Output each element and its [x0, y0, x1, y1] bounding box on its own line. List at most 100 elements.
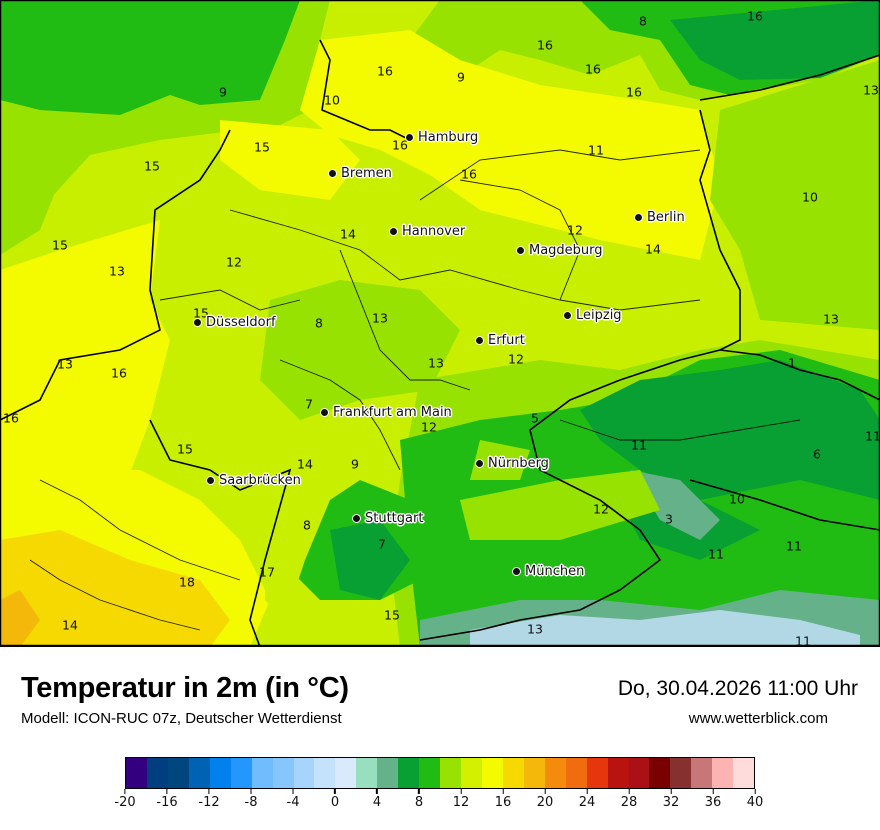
temperature-value-label: 13	[372, 310, 388, 326]
forecast-datetime: Do, 30.04.2026 11:00 Uhr	[617, 677, 858, 700]
temperature-value-label: 13	[527, 621, 543, 637]
city-dot-icon	[193, 318, 202, 327]
temperature-value-label: 12	[421, 419, 437, 435]
city-dot-icon	[563, 311, 572, 320]
tick-label: 32	[662, 795, 680, 810]
colorbar-bin	[544, 758, 566, 788]
temperature-value-label: 15	[193, 305, 209, 321]
city-name: Hannover	[402, 224, 466, 239]
temperature-value-label: 13	[428, 355, 444, 371]
tick-label: -16	[156, 795, 178, 810]
temperature-value-label: 10	[802, 189, 818, 205]
temperature-value-label: 11	[631, 437, 647, 453]
tick-label: -4	[286, 795, 300, 810]
temperature-value-label: 13	[109, 263, 125, 279]
temperature-value-label: 16	[377, 63, 393, 79]
colorbar-tick: 36	[705, 789, 721, 810]
city-marker: München	[512, 564, 584, 579]
temperature-value-label: 14	[340, 226, 356, 242]
temperature-value-label: 16	[626, 84, 642, 100]
temperature-value-label: 5	[531, 410, 539, 426]
city-dot-icon	[516, 246, 525, 255]
tick-label: 16	[494, 795, 512, 810]
tick-mark	[166, 789, 168, 794]
temperature-value-label: 8	[315, 315, 323, 331]
tick-mark	[502, 789, 504, 794]
colorbar-bin	[481, 758, 503, 788]
temperature-value-label: 13	[57, 356, 73, 372]
colorbar-bin	[440, 758, 461, 788]
temperature-value-label: 16	[3, 410, 19, 426]
colorbar-tick: 32	[662, 789, 680, 810]
temperature-value-label: 15	[384, 607, 400, 623]
tick-mark	[628, 789, 630, 794]
tick-mark	[250, 789, 252, 794]
temperature-value-label: 15	[144, 158, 160, 174]
city-dot-icon	[389, 227, 398, 236]
colorbar-bin	[230, 758, 252, 788]
city-marker: Erfurt	[475, 333, 525, 348]
city-dot-icon	[320, 408, 329, 417]
tick-label: 20	[536, 795, 554, 810]
city-name: Nürnberg	[488, 456, 549, 471]
tick-mark	[124, 789, 126, 794]
temperature-value-label: 12	[593, 501, 609, 517]
tick-mark	[670, 789, 672, 794]
city-dot-icon	[206, 476, 215, 485]
temperature-value-label: 15	[177, 441, 193, 457]
city-name: Frankfurt am Main	[333, 405, 452, 420]
colorbar-tick: 16	[494, 789, 512, 810]
temperature-value-label: 17	[259, 564, 275, 580]
tick-mark	[292, 789, 294, 794]
temperature-value-label: 16	[747, 8, 763, 24]
city-marker: Nürnberg	[475, 456, 549, 471]
city-name: Magdeburg	[529, 243, 603, 258]
tick-mark	[712, 789, 714, 794]
temperature-value-label: 6	[813, 446, 821, 462]
city-dot-icon	[475, 336, 484, 345]
city-marker: Leipzig	[563, 308, 622, 323]
tick-label: 24	[578, 795, 596, 810]
temperature-value-label: 11	[795, 633, 811, 647]
temperature-value-label: 14	[645, 241, 661, 257]
colorbar-tick: 28	[621, 789, 637, 810]
temperature-value-label: 12	[508, 351, 524, 367]
colorbar-bin	[293, 758, 315, 788]
colorbar-bin	[586, 758, 608, 788]
tick-mark	[460, 789, 462, 794]
city-name: Hamburg	[418, 130, 479, 145]
temperature-value-label: 16	[461, 166, 477, 182]
colorbar-bin	[523, 758, 545, 788]
city-marker: Hamburg	[405, 130, 478, 145]
temperature-value-label: 1	[788, 355, 796, 371]
colorbar-bin	[126, 758, 147, 788]
website-link[interactable]: www.wetterblick.com	[688, 710, 828, 727]
city-marker: Magdeburg	[516, 243, 603, 258]
colorbar-tick: 12	[452, 789, 470, 810]
colorbar-bin	[398, 758, 420, 788]
city-name: Düsseldorf	[206, 315, 276, 330]
colorbar-tick: -4	[286, 789, 300, 810]
city-dot-icon	[405, 133, 414, 142]
temperature-value-label: 11	[786, 538, 802, 554]
colorbar-bin	[356, 758, 378, 788]
tick-label: 12	[452, 795, 470, 810]
colorbar-bin	[670, 758, 692, 788]
city-name: Berlin	[647, 210, 685, 225]
temperature-colorbar	[125, 757, 755, 789]
tick-mark	[544, 789, 546, 794]
city-marker: Frankfurt am Main	[320, 405, 452, 420]
colorbar-tick: -16	[156, 789, 178, 810]
colorbar-bin	[649, 758, 671, 788]
tick-label: 40	[746, 795, 764, 810]
city-marker: Saarbrücken	[206, 473, 301, 488]
colorbar-bin	[188, 758, 210, 788]
temperature-value-label: 14	[62, 617, 78, 633]
temperature-value-label: 13	[823, 311, 839, 327]
city-name: Bremen	[341, 166, 392, 181]
city-marker: Hannover	[389, 224, 465, 239]
temperature-value-label: 16	[585, 61, 601, 77]
colorbar-tick: -8	[245, 789, 257, 810]
colorbar-bin	[251, 758, 273, 788]
model-source-label: Modell: ICON-RUC 07z, Deutscher Wetterdi…	[21, 710, 342, 727]
